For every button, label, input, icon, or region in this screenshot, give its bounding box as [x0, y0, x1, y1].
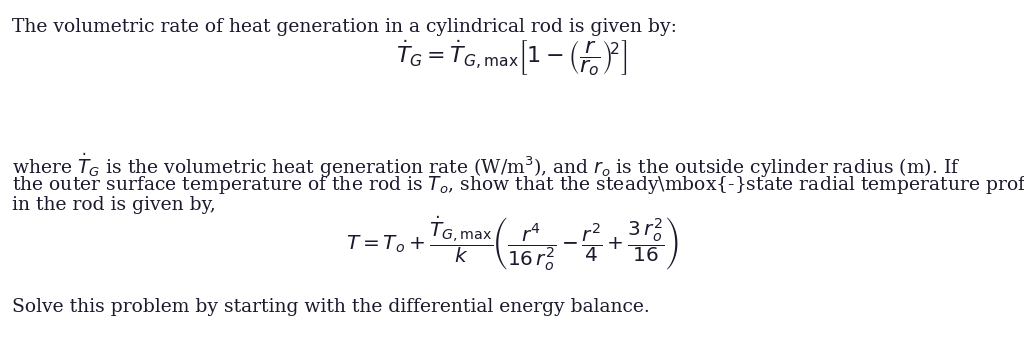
- Text: the outer surface temperature of the rod is $T_o$, show that the steady\mbox{-}s: the outer surface temperature of the rod…: [12, 174, 1024, 196]
- Text: Solve this problem by starting with the differential energy balance.: Solve this problem by starting with the …: [12, 298, 650, 316]
- Text: where $\dot{T}_G$ is the volumetric heat generation rate (W/m$^3$), and $r_o$ is: where $\dot{T}_G$ is the volumetric heat…: [12, 152, 961, 180]
- Text: $\dot{T}_G = \dot{T}_{G,\mathrm{max}}\left[1 - \left(\dfrac{r}{r_o}\right)^{\!2}: $\dot{T}_G = \dot{T}_{G,\mathrm{max}}\le…: [396, 38, 628, 78]
- Text: The volumetric rate of heat generation in a cylindrical rod is given by:: The volumetric rate of heat generation i…: [12, 18, 677, 36]
- Text: in the rod is given by,: in the rod is given by,: [12, 196, 216, 214]
- Text: $T = T_o + \dfrac{\dot{T}_{G,\mathrm{max}}}{k}\left(\dfrac{r^4}{16\,r_o^2} - \df: $T = T_o + \dfrac{\dot{T}_{G,\mathrm{max…: [346, 214, 678, 273]
